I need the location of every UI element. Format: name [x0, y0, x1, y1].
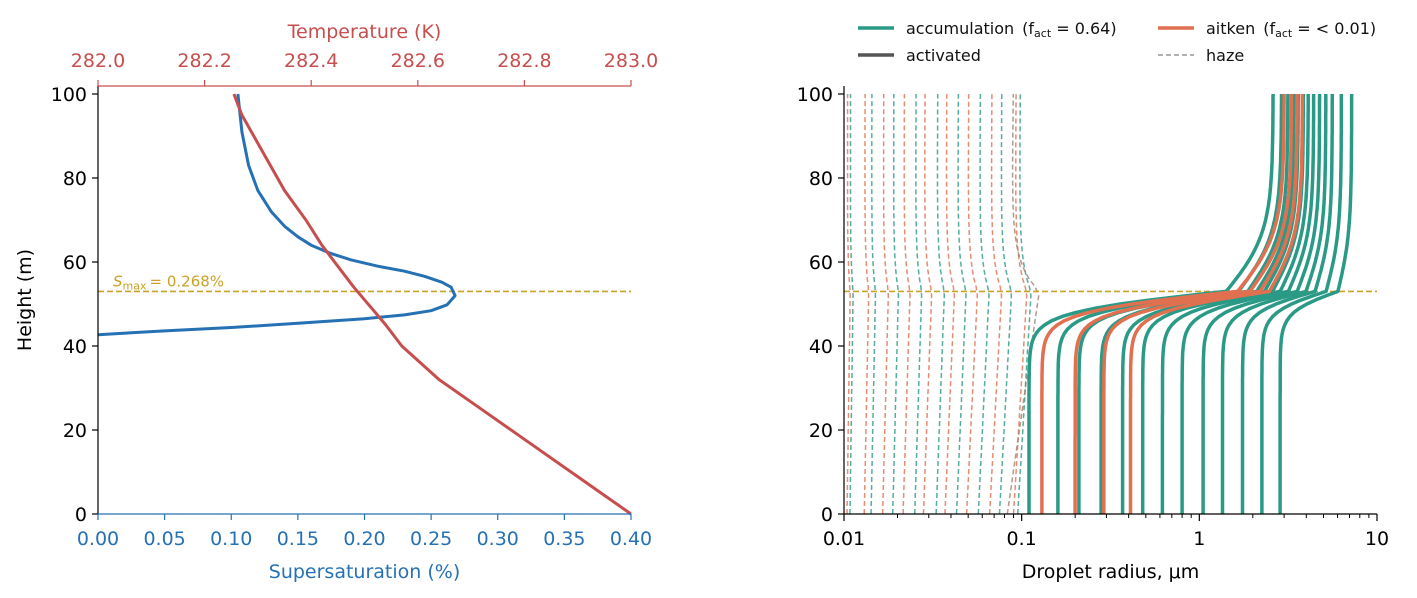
radius-tick-label: 10: [1365, 528, 1389, 550]
supersaturation-tick-label: 0.15: [277, 528, 319, 550]
aitken-haze-curve: [944, 93, 956, 515]
aitken-haze-curve: [902, 94, 911, 515]
aitken-haze-curve: [846, 94, 851, 515]
accumulation-haze-curve: [891, 94, 900, 515]
legend: accumulation (fact = 0.64) aitken (fact = <…: [858, 19, 1376, 65]
supersaturation-tick-label: 0.25: [410, 528, 452, 550]
accumulation-activated-curve: [1027, 93, 1275, 514]
radius-tick-label: 1: [1193, 528, 1205, 550]
temperature-tick-label: 282.8: [497, 50, 551, 72]
radius-tick-label: 0.1: [1007, 528, 1037, 550]
legend-label-name: haze: [1206, 46, 1244, 65]
aitken-activated-curve: [1073, 93, 1294, 514]
temperature-tick-label: 282.6: [391, 50, 445, 72]
legend-label-name: aitken: [1206, 19, 1255, 38]
right-axes-layer: Droplet radius, μm 0 20 40 60 80 100 0.01 0.1 1 1…: [797, 84, 1389, 583]
legend-fact-sub: act: [1034, 27, 1052, 40]
supersaturation-tick-label: 0.30: [477, 528, 519, 550]
accumulation-activated-curve: [1160, 94, 1310, 514]
right-chart: Droplet radius, μm 0 20 40 60 80 100 0.01 0.1 1 1…: [797, 19, 1389, 583]
accumulation-haze-curve: [998, 93, 1013, 515]
right-y-tick-label: 40: [809, 336, 833, 358]
legend-label-activated: activated: [906, 46, 981, 65]
right-y-tick-label: 60: [809, 252, 833, 274]
accumulation-haze-curve: [870, 94, 877, 515]
left-y-tick-label: 60: [63, 252, 87, 274]
legend-label-aitken: aitken (fact = < 0.01): [1206, 19, 1376, 40]
accumulation-activated-curve: [1220, 94, 1328, 514]
aitken-activated-curve: [1040, 94, 1286, 514]
right-y-tick-label: 20: [809, 420, 833, 442]
left-axes-layer: Height (m) Supersaturation (%) Temperatu…: [14, 21, 658, 583]
temperature-tick-label: 282.2: [177, 50, 231, 72]
temperature-tick-label: 283.0: [604, 50, 658, 72]
supersaturation-tick-label: 0.40: [610, 528, 652, 550]
legend-label-name: accumulation: [906, 19, 1014, 38]
accumulation-haze-curve: [977, 93, 990, 515]
legend-fact-rest: = 0.64): [1051, 19, 1116, 38]
accumulation-haze-curve: [1016, 93, 1032, 515]
smax-label-rest: = 0.268%: [150, 272, 225, 290]
supersaturation-tick-label: 0.10: [210, 528, 252, 550]
legend-label-haze: haze: [1206, 46, 1244, 65]
largest-haze-curve: [1006, 93, 1040, 515]
temperature-line: [232, 93, 632, 516]
activated-curves-layer: [844, 93, 1377, 514]
accumulation-activated-curve: [1180, 93, 1316, 514]
radius-tick-label: 0.01: [823, 528, 865, 550]
accumulation-activated-curve: [1260, 94, 1344, 514]
accumulation-haze-curve: [935, 94, 946, 515]
smax-label: Smax = 0.268%: [113, 272, 224, 292]
temperature-tick-label: 282.0: [71, 50, 125, 72]
accumulation-haze-curve: [955, 93, 967, 515]
supersaturation-axis-label: Supersaturation (%): [269, 561, 460, 583]
left-y-tick-label: 80: [63, 168, 87, 190]
right-y-tick-label: 80: [809, 168, 833, 190]
legend-fact: (f: [1022, 19, 1034, 38]
smax-label-s: S: [113, 272, 123, 290]
right-y-tick-label: 100: [797, 84, 833, 106]
aitken-activated-curve: [1102, 94, 1299, 514]
haze-curves-layer: [846, 93, 1040, 515]
smax-label-sub: max: [123, 279, 147, 292]
aitken-activated-curve: [1128, 94, 1305, 514]
left-y-axis-label: Height (m): [14, 249, 36, 351]
supersaturation-tick-label: 0.20: [343, 528, 385, 550]
left-y-tick-label: 40: [63, 336, 87, 358]
temperature-axis-label: Temperature (K): [287, 21, 442, 43]
legend-label-accumulation: accumulation (fact = 0.64): [906, 19, 1117, 40]
accumulation-haze-curve: [849, 94, 854, 515]
left-y-tick-label: 20: [63, 420, 87, 442]
aitken-haze-curve: [881, 94, 890, 515]
temperature-tick-label: 282.4: [284, 50, 338, 72]
aitken-haze-curve: [1012, 93, 1028, 515]
accumulation-haze-curve: [913, 94, 923, 515]
aitken-haze-curve: [863, 94, 870, 515]
left-y-tick-label: 0: [75, 504, 87, 526]
aitken-haze-curve: [965, 93, 979, 515]
legend-label-name: activated: [906, 46, 981, 65]
supersaturation-tick-label: 0.00: [77, 528, 119, 550]
left-y-tick-label: 100: [51, 84, 87, 106]
smax-annotation-layer: Smax = 0.268%: [98, 272, 631, 292]
legend-fact-sub: act: [1275, 27, 1293, 40]
legend-fact: (f: [1263, 19, 1275, 38]
supersaturation-tick-label: 0.35: [543, 528, 585, 550]
left-chart: Smax = 0.268% Height (m) Supersaturation …: [14, 21, 658, 583]
droplet-radius-axis-label: Droplet radius, μm: [1022, 561, 1200, 583]
supersaturation-tick-label: 0.05: [143, 528, 185, 550]
legend-fact-rest: = < 0.01): [1292, 19, 1376, 38]
accumulation-activated-curve: [1240, 94, 1335, 514]
aitken-haze-curve: [922, 94, 933, 515]
accumulation-activated-curve: [1201, 94, 1322, 514]
supersaturation-line: [97, 93, 457, 337]
left-series-layer: [97, 93, 632, 516]
accumulation-activated-curve: [1278, 93, 1354, 514]
right-y-tick-label: 0: [821, 504, 833, 526]
aitken-haze-curve: [988, 94, 1003, 515]
